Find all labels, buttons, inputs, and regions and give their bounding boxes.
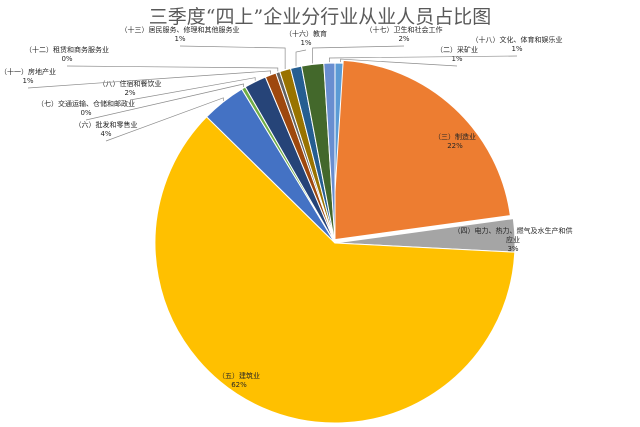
leader-line bbox=[27, 70, 271, 89]
slice-label-value: 1% bbox=[511, 45, 522, 53]
slice-label-name: （十八）文化、体育和娱乐业 bbox=[472, 35, 563, 44]
pie-slice bbox=[331, 59, 511, 241]
slice-label: （十六）教育1% bbox=[285, 29, 327, 47]
slice-label-name: （二）采矿业 bbox=[436, 45, 478, 54]
slice-label-value: 2% bbox=[124, 89, 135, 97]
pie-slice bbox=[323, 62, 336, 244]
leader-line bbox=[329, 55, 518, 63]
slice-label-name: （十二）租赁和商务服务业 bbox=[25, 45, 109, 54]
slice-label-name: （十七）卫生和社会工作 bbox=[366, 25, 443, 34]
leader-line bbox=[85, 83, 244, 121]
chart-title: 三季度“四上”企业分行业从业人员占比图 bbox=[148, 6, 492, 28]
slice-label-name: （四）电力、热力、燃气及水生产和供 bbox=[454, 226, 573, 235]
slice-label-name: （三）制造业 bbox=[434, 132, 476, 141]
slice-label-value: 0% bbox=[80, 109, 91, 117]
slice-label-name: （六）批发和零售业 bbox=[75, 120, 138, 129]
leader-line bbox=[295, 49, 307, 67]
slice-label-name: （七）交通运输、仓储和邮政业 bbox=[37, 99, 135, 108]
slice-label-value: 3% bbox=[507, 245, 518, 253]
slice-label-value: 4% bbox=[100, 130, 111, 138]
slice-label-name: （五）建筑业 bbox=[218, 371, 260, 380]
leader-line bbox=[105, 97, 224, 142]
slice-label-value: 0% bbox=[61, 55, 72, 63]
slice-label-name: （十六）教育 bbox=[285, 29, 327, 38]
leader-line bbox=[340, 58, 458, 67]
slice-label-name: 应业 bbox=[506, 235, 520, 244]
slice-label-value: 2% bbox=[398, 35, 409, 43]
slice-label-value: 1% bbox=[22, 77, 33, 85]
slice-label-name: （八）住宿和餐饮业 bbox=[99, 79, 162, 88]
leader-line bbox=[129, 77, 256, 101]
slice-label-value: 22% bbox=[447, 142, 463, 150]
slice-label-name: （十三）居民服务、修理和其他服务业 bbox=[121, 25, 240, 34]
leader-line bbox=[66, 65, 279, 72]
leader-line bbox=[179, 45, 286, 70]
slice-label-value: 62% bbox=[231, 381, 247, 389]
slice-label-value: 1% bbox=[300, 39, 311, 47]
slice-label-name: （十一）房地产业 bbox=[0, 67, 56, 76]
leader-line bbox=[312, 45, 405, 64]
slice-label-value: 1% bbox=[451, 55, 462, 63]
pie-slice bbox=[154, 116, 516, 424]
slice-label-value: 1% bbox=[174, 35, 185, 43]
